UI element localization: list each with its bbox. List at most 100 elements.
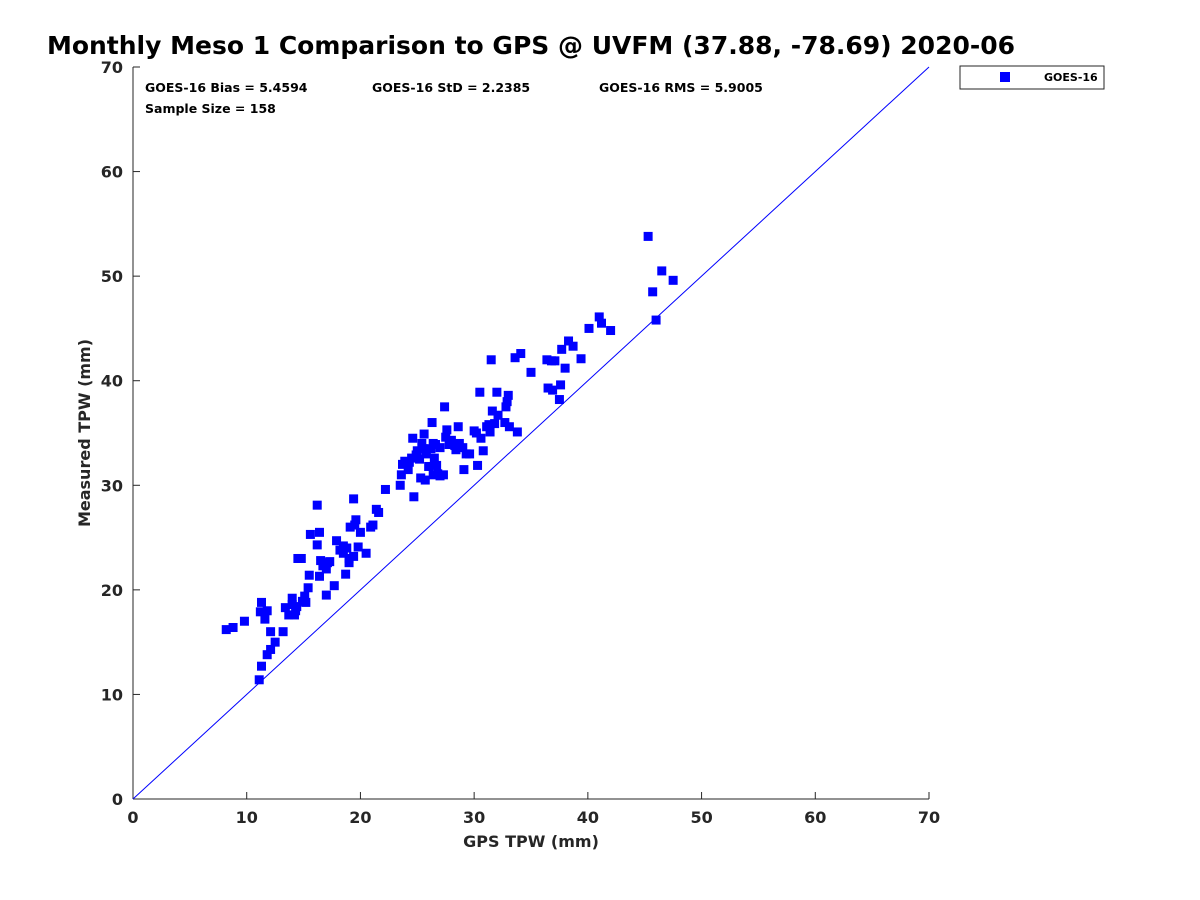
legend: GOES-16 [959,65,1105,90]
data-point [415,454,425,464]
data-point [345,522,355,532]
data-point [594,312,604,322]
y-tick-label: 50 [101,267,123,286]
legend-label: GOES-16 [1044,71,1098,84]
data-point [408,433,418,443]
data-point [476,433,486,443]
data-point [284,610,294,620]
legend-box [959,65,1105,90]
std-stat: GOES-16 StD = 2.2385 [372,80,530,95]
data-point [221,625,231,635]
data-point [278,627,288,637]
data-point [557,344,567,354]
data-point [262,606,272,616]
data-point [556,380,566,390]
rms-stat: GOES-16 RMS = 5.9005 [599,80,763,95]
y-tick-label: 60 [101,163,123,182]
data-point [361,548,371,558]
data-point [478,446,488,456]
data-point [368,520,378,530]
x-tick-label: 70 [918,808,940,827]
data-point [458,443,468,453]
data-point [351,515,361,525]
y-tick-label: 70 [101,58,123,77]
x-tick-label: 60 [804,808,826,827]
x-axis-label: GPS TPW (mm) [463,832,599,851]
data-point [305,529,315,539]
x-axis-ticks: 0 10 20 30 40 50 60 70 [127,792,940,827]
data-point [280,603,290,613]
x-tick-label: 20 [349,808,371,827]
y-tick-label: 40 [101,372,123,391]
data-point [316,556,326,566]
data-point [303,583,313,593]
data-point [429,453,439,463]
data-point [338,548,348,558]
data-point [503,390,513,400]
data-point [486,355,496,365]
data-point [300,591,310,601]
data-point [312,540,322,550]
data-point [597,318,607,328]
data-point [395,480,405,490]
x-tick-label: 0 [127,808,138,827]
data-point [270,637,280,647]
data-point [380,484,390,494]
data-point [409,492,419,502]
data-point [287,599,297,609]
data-point [475,387,485,397]
data-point [341,569,351,579]
data-point [426,444,436,454]
bias-stat: GOES-16 Bias = 5.4594 [145,80,308,95]
y-axis-ticks: 0 10 20 30 40 50 60 70 [101,58,140,809]
y-axis-label: Measured TPW (mm) [75,339,94,527]
data-point [435,443,445,453]
data-point [493,410,503,420]
data-point [501,402,511,412]
data-point [564,336,574,346]
x-tick-label: 10 [236,808,258,827]
y-tick-label: 10 [101,685,123,704]
data-point [304,570,314,580]
data-point [465,449,475,459]
legend-marker-square-icon [1000,72,1010,82]
data-point [228,623,238,633]
data-point [321,564,331,574]
data-point [427,418,437,428]
data-point [451,445,461,455]
data-point [254,675,264,685]
data-point [374,507,384,517]
data-point [355,527,365,537]
data-point [416,473,426,483]
data-point [417,438,427,448]
x-tick-label: 50 [690,808,712,827]
data-point [424,461,434,471]
data-point [292,602,302,612]
data-point [418,444,428,454]
data-point [256,661,266,671]
statistics-annotations: GOES-16 Bias = 5.4594 GOES-16 StD = 2.23… [145,80,763,116]
data-point [643,231,653,241]
data-point [296,553,306,563]
data-point [648,287,658,297]
data-point [510,353,520,363]
data-point [314,571,324,581]
data-point [256,597,266,607]
data-point [485,427,495,437]
data-point [260,614,270,624]
data-point [353,542,363,552]
y-tick-label: 30 [101,476,123,495]
data-point [403,465,413,475]
data-point [287,593,297,603]
x-tick-label: 40 [577,808,599,827]
data-point [266,644,276,654]
data-point [473,460,483,470]
data-point [428,470,438,480]
data-point [432,460,442,470]
data-point [490,419,500,429]
data-point [407,453,417,463]
data-point [349,551,359,561]
x-tick-label: 30 [463,808,485,827]
data-point [487,406,497,416]
data-point [301,597,311,607]
